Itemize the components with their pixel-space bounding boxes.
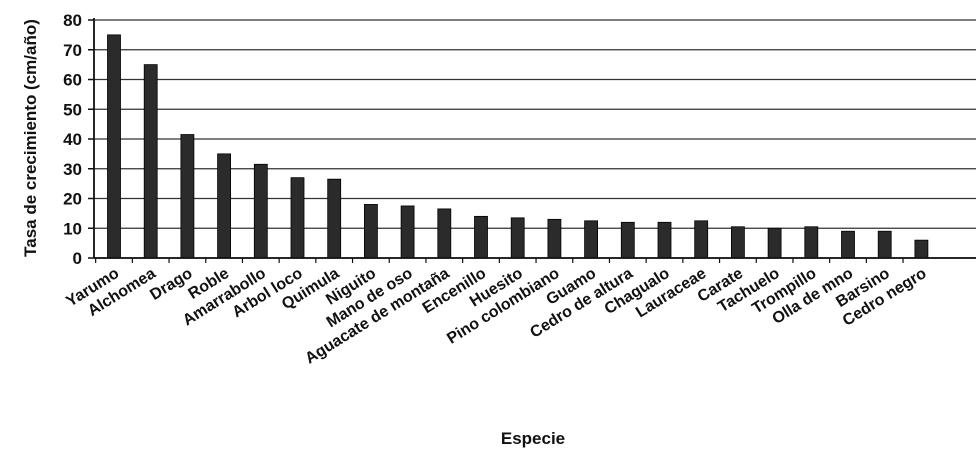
bar xyxy=(400,205,415,259)
y-tick-label: 40 xyxy=(63,130,82,149)
bar xyxy=(620,221,635,259)
y-tick-labels: 0 10 20 30 40 50 60 70 80 xyxy=(63,11,82,268)
x-axis-title: Especie xyxy=(501,429,565,448)
y-tick-label: 70 xyxy=(63,41,82,60)
y-tick-label: 10 xyxy=(63,219,82,238)
bar xyxy=(363,204,378,259)
bar xyxy=(510,217,525,259)
y-tick-label: 80 xyxy=(63,11,82,30)
y-tick-label: 30 xyxy=(63,160,82,179)
y-axis-title: Tasa de crecimiento (cm/año) xyxy=(21,19,40,257)
bar xyxy=(143,64,158,259)
bar xyxy=(253,163,268,259)
bar xyxy=(767,227,782,259)
bar xyxy=(327,178,342,259)
y-tick-label: 20 xyxy=(63,190,82,209)
bar xyxy=(731,226,745,259)
bar xyxy=(437,208,452,259)
bar xyxy=(290,177,305,259)
bar xyxy=(914,239,929,259)
y-tick-label: 60 xyxy=(63,71,82,90)
bars xyxy=(107,34,929,259)
axes xyxy=(88,18,976,263)
bar xyxy=(474,215,488,259)
bar xyxy=(804,226,819,259)
bar xyxy=(217,153,232,259)
bar xyxy=(180,134,195,259)
bar xyxy=(657,221,672,259)
y-tick-label: 0 xyxy=(73,249,82,268)
bar xyxy=(694,220,709,259)
bar xyxy=(547,218,562,259)
y-tick-label: 50 xyxy=(63,100,82,119)
gridlines xyxy=(94,19,976,259)
x-tick-labels: YarumoAlchomeaDragoRobleAmarrabolloArbol… xyxy=(63,265,929,368)
x-tick-label: Drago xyxy=(147,265,195,304)
bar xyxy=(877,230,892,259)
bar xyxy=(841,230,855,259)
bar xyxy=(584,220,598,259)
bar xyxy=(107,34,121,259)
